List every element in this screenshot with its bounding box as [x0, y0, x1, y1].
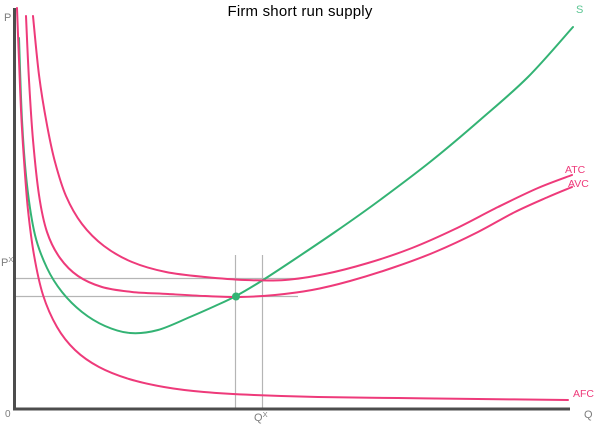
y-axis-label: P [4, 12, 12, 24]
equilibrium-dot [232, 292, 240, 301]
x-axis-label: Q [584, 409, 593, 421]
supply-curve-label: S [576, 4, 584, 16]
quantity-marker-label: QX [254, 410, 268, 424]
afc-curve [16, 7, 569, 401]
chart-title: Firm short run supply [227, 3, 373, 20]
avc-curve [25, 15, 573, 299]
avc-curve-label: AVC [568, 178, 589, 190]
s-curve [18, 26, 574, 335]
origin-label: 0 [5, 409, 11, 420]
price-marker-label: PX [1, 255, 14, 269]
atc-curve [32, 15, 573, 282]
atc-curve-label: ATC [565, 164, 586, 176]
afc-curve-label: AFC [573, 388, 594, 400]
